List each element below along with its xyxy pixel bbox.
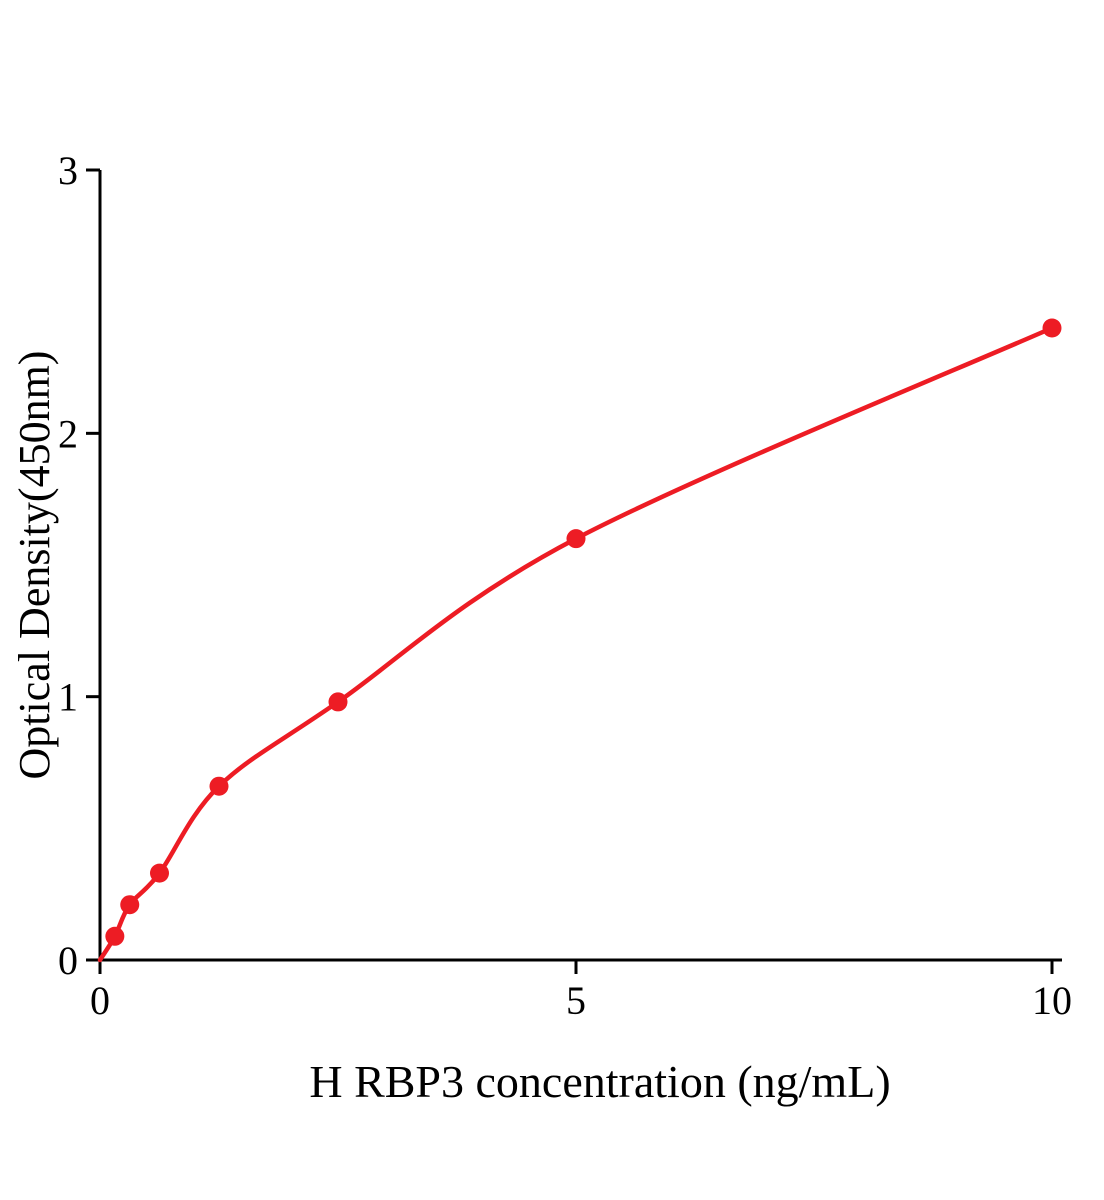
x-tick-label: 10	[1032, 978, 1072, 1023]
y-tick-label: 3	[58, 148, 78, 193]
y-tick-label: 0	[58, 938, 78, 983]
data-point	[209, 776, 229, 796]
x-tick-label: 5	[566, 978, 586, 1023]
fit-curve	[97, 325, 1055, 963]
data-point	[150, 863, 169, 883]
data-point	[328, 692, 348, 712]
data-point	[1042, 318, 1062, 338]
x-tick-label: 0	[90, 978, 110, 1023]
data-point	[120, 895, 140, 915]
data-point	[566, 529, 586, 549]
y-tick-label: 2	[58, 411, 78, 456]
y-axis-label: Optical Density(450nm)	[10, 350, 59, 780]
data-point	[105, 926, 125, 946]
x-axis-label: H RBP3 concentration (ng/mL)	[309, 1056, 891, 1107]
y-tick-label: 1	[58, 675, 78, 720]
